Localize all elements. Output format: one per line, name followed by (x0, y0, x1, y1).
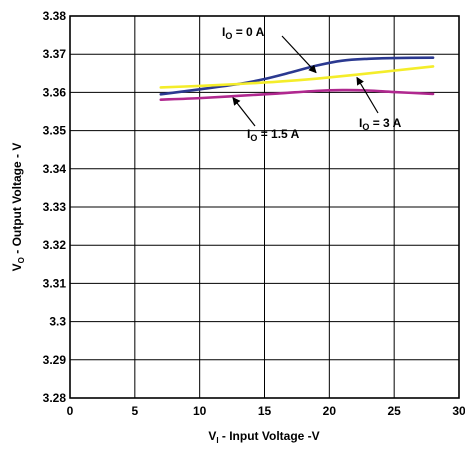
y-tick-label: 3.37 (43, 47, 67, 61)
x-tick-label: 0 (67, 404, 74, 418)
y-tick-label: 3.34 (43, 162, 67, 176)
annotation-io-1p5a: IO = 1.5 A (247, 127, 300, 143)
annotation-io-1p5a-arrow (232, 97, 256, 127)
grid-lines (70, 16, 459, 398)
series-line-io-3a (159, 65, 435, 89)
x-tick-label: 10 (193, 404, 207, 418)
y-tick-label: 3.31 (43, 276, 67, 290)
y-tick-label: 3.36 (43, 85, 67, 99)
y-tick-label: 3.3 (49, 315, 66, 329)
y-tick-label: 3.29 (43, 353, 67, 367)
series-lines (159, 56, 435, 101)
x-tick-label: 20 (323, 404, 337, 418)
y-axis-title: VO - Output Voltage - V (10, 143, 26, 272)
x-axis-title: VI - Input Voltage -V (208, 429, 319, 445)
annotation-io-3a: IO = 3 A (359, 116, 402, 132)
y-tick-label: 3.38 (43, 9, 67, 23)
y-tick-label: 3.33 (43, 200, 67, 214)
series-line-io-0a (159, 56, 435, 96)
y-tick-label: 3.35 (43, 124, 67, 138)
x-tick-label: 5 (131, 404, 138, 418)
y-tick-label: 3.32 (43, 238, 67, 252)
annotation-io-0a: IO = 0 A (222, 25, 265, 41)
x-tick-label: 25 (387, 404, 401, 418)
annotations: IO = 0 A IO = 1.5 A IO = 3 A (222, 25, 402, 143)
series-line-io-1p5a (159, 88, 435, 101)
y-tick-label: 3.28 (43, 391, 67, 405)
plot-frame (69, 15, 460, 399)
x-tick-label: 30 (452, 404, 465, 418)
x-tick-label: 15 (258, 404, 272, 418)
annotation-io-3a-arrow (356, 76, 379, 114)
annotation-io-0a-arrow (281, 35, 317, 74)
tick-labels: 0 5 10 15 20 25 30 3.28 3.29 3.3 3.31 3.32 3.33 3.34 3… (43, 9, 465, 418)
